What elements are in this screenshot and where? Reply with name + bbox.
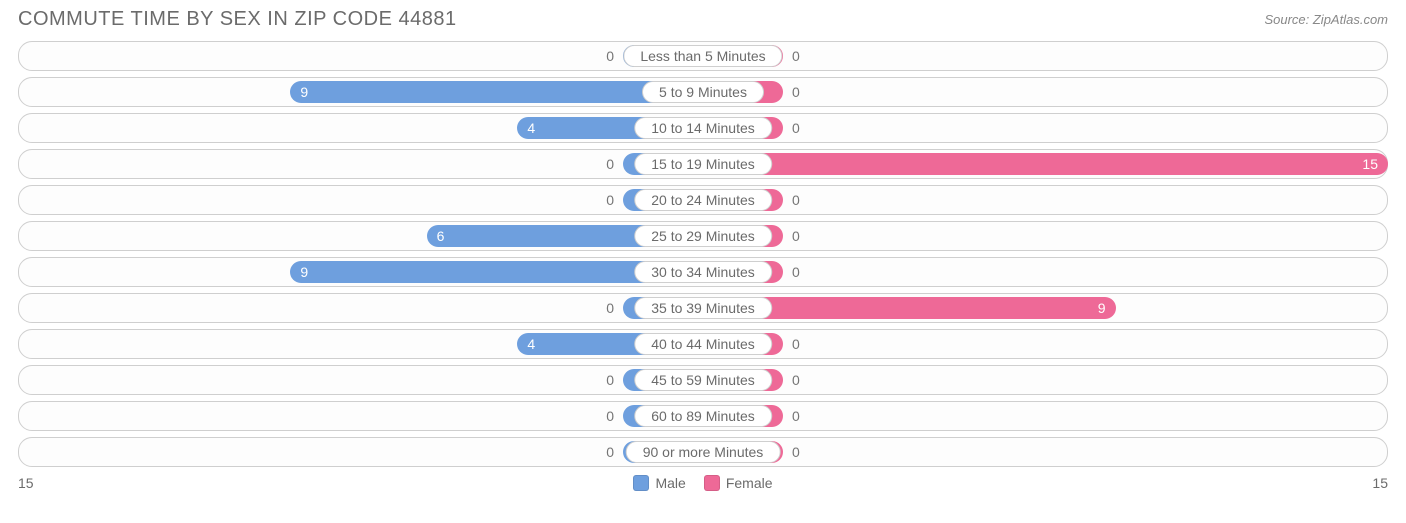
- value-male: 0: [582, 366, 622, 394]
- chart-area: 00Less than 5 Minutes095 to 9 Minutes041…: [0, 35, 1406, 467]
- value-male: 0: [582, 294, 622, 322]
- value-female: 0: [784, 258, 824, 286]
- row-label: 45 to 59 Minutes: [634, 369, 772, 391]
- value-male: 0: [582, 150, 622, 178]
- value-female: 0: [784, 78, 824, 106]
- chart-row: 0410 to 14 Minutes: [18, 113, 1388, 143]
- row-label: 90 or more Minutes: [626, 441, 781, 463]
- row-label: 25 to 29 Minutes: [634, 225, 772, 247]
- chart-row: 0930 to 34 Minutes: [18, 257, 1388, 287]
- chart-row: 0625 to 29 Minutes: [18, 221, 1388, 251]
- value-female: 0: [784, 438, 824, 466]
- row-label: 30 to 34 Minutes: [634, 261, 772, 283]
- row-label: 15 to 19 Minutes: [634, 153, 772, 175]
- chart-row: 0 0 20 to 24 Minutes: [18, 185, 1388, 215]
- chart-row: 0935 to 39 Minutes: [18, 293, 1388, 323]
- chart-row: 0 0 45 to 59 Minutes: [18, 365, 1388, 395]
- chart-source: Source: ZipAtlas.com: [1264, 12, 1388, 27]
- value-female: 0: [784, 42, 824, 70]
- legend-label-female: Female: [726, 475, 773, 491]
- chart-row: 0 1515 to 19 Minutes: [18, 149, 1388, 179]
- chart-footer: 15 Male Female 15: [0, 473, 1406, 491]
- value-male: 0: [582, 42, 622, 70]
- legend-label-male: Male: [655, 475, 685, 491]
- chart-row: 0 0 60 to 89 Minutes: [18, 401, 1388, 431]
- chart-row: 0 090 or more Minutes: [18, 437, 1388, 467]
- chart-title: COMMUTE TIME BY SEX IN ZIP CODE 44881: [18, 8, 457, 31]
- value-female: 0: [784, 114, 824, 142]
- axis-max-left: 15: [18, 475, 34, 491]
- chart-header: COMMUTE TIME BY SEX IN ZIP CODE 44881 So…: [0, 0, 1406, 35]
- row-label: 40 to 44 Minutes: [634, 333, 772, 355]
- value-female: 0: [784, 330, 824, 358]
- row-label: Less than 5 Minutes: [623, 45, 782, 67]
- row-label: 20 to 24 Minutes: [634, 189, 772, 211]
- legend-item-male: Male: [633, 475, 685, 491]
- legend: Male Female: [633, 475, 772, 491]
- legend-swatch-male: [633, 475, 649, 491]
- value-male: 0: [582, 438, 622, 466]
- row-label: 35 to 39 Minutes: [634, 297, 772, 319]
- bar-female: 15: [703, 153, 1388, 175]
- chart-row: 095 to 9 Minutes: [18, 77, 1388, 107]
- value-female: 0: [784, 402, 824, 430]
- value-female: 0: [784, 186, 824, 214]
- chart-row: 0440 to 44 Minutes: [18, 329, 1388, 359]
- row-label: 60 to 89 Minutes: [634, 405, 772, 427]
- chart-row: 0 0Less than 5 Minutes: [18, 41, 1388, 71]
- row-label: 5 to 9 Minutes: [642, 81, 764, 103]
- legend-swatch-female: [704, 475, 720, 491]
- value-male: 0: [582, 186, 622, 214]
- value-male: 0: [582, 402, 622, 430]
- value-female: 0: [784, 366, 824, 394]
- value-female: 0: [784, 222, 824, 250]
- row-label: 10 to 14 Minutes: [634, 117, 772, 139]
- legend-item-female: Female: [704, 475, 773, 491]
- axis-max-right: 15: [1372, 475, 1388, 491]
